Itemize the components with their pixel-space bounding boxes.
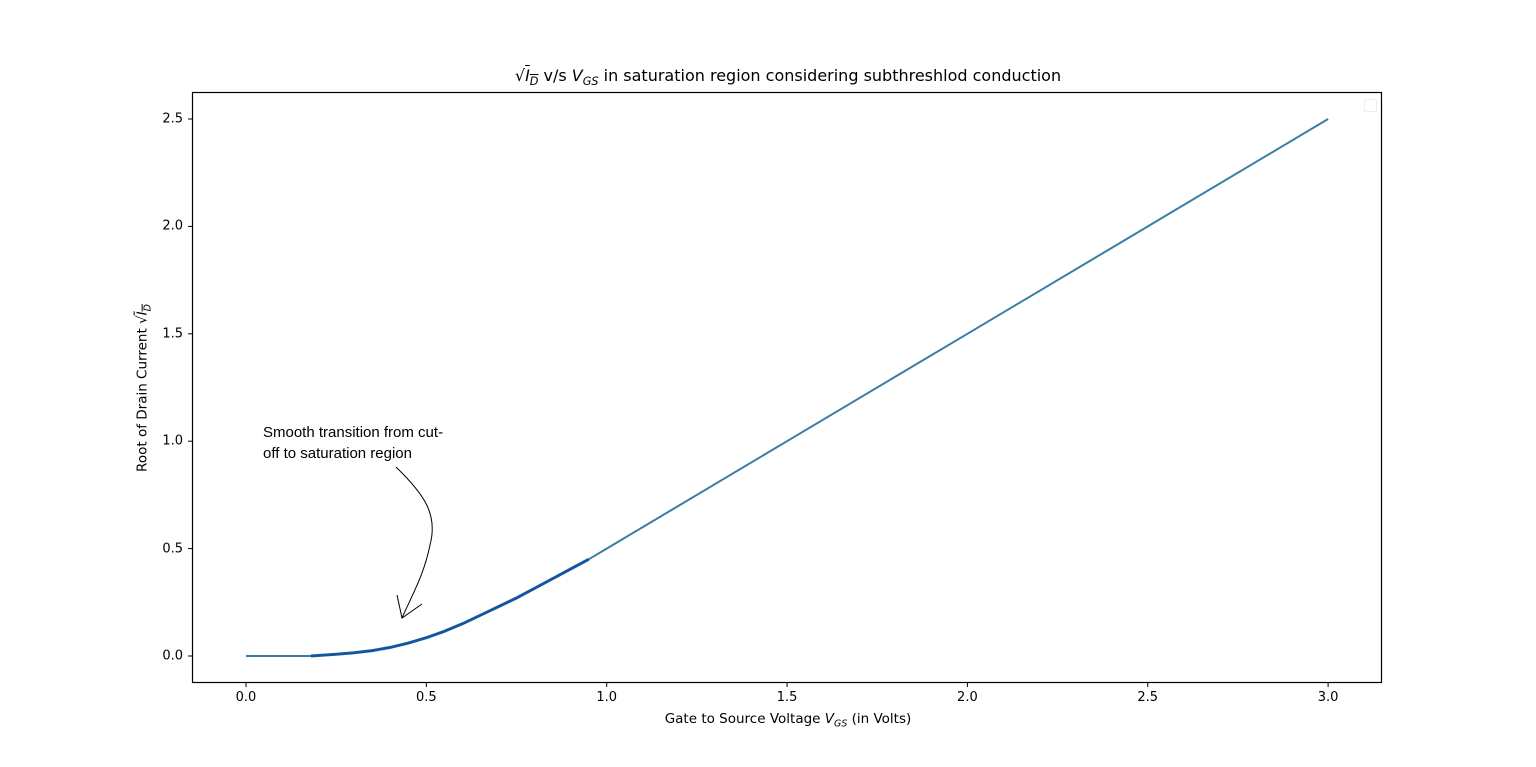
y-tick-label: 1.5 [162, 326, 183, 342]
x-tick-label: 1.5 [776, 690, 798, 705]
x-tick-label: 3.0 [1317, 690, 1339, 705]
y-tick-label: 1.0 [162, 433, 183, 449]
x-axis-ticks [245, 683, 1329, 687]
annotation-arrowhead [396, 594, 423, 619]
annotation-arrow [395, 466, 433, 619]
x-tick-label: 2.5 [1137, 690, 1159, 705]
y-tick-label: 2.5 [162, 111, 183, 127]
y-axis-ticks [188, 118, 192, 657]
axes-frame [191, 91, 1383, 684]
y-tick-label: 2.0 [162, 218, 183, 234]
x-tick-label: 0.0 [235, 690, 257, 705]
x-axis-label: Gate to Source Voltage VGS (in Volts) [664, 711, 912, 730]
highlight-overlay-line [310, 557, 590, 658]
chart-title: √ID v/s VGS in saturation region conside… [514, 66, 1062, 89]
data-series-line [246, 118, 1329, 657]
x-tick-label: 1.0 [596, 690, 618, 705]
legend-box [1364, 99, 1377, 112]
annotation-text: Smooth transition from cut- off to satur… [263, 424, 444, 462]
y-tick-label: 0.0 [162, 648, 183, 664]
x-tick-label: 2.0 [957, 690, 978, 705]
x-tick-label: 0.5 [416, 690, 437, 705]
y-tick-label: 0.5 [162, 541, 183, 557]
